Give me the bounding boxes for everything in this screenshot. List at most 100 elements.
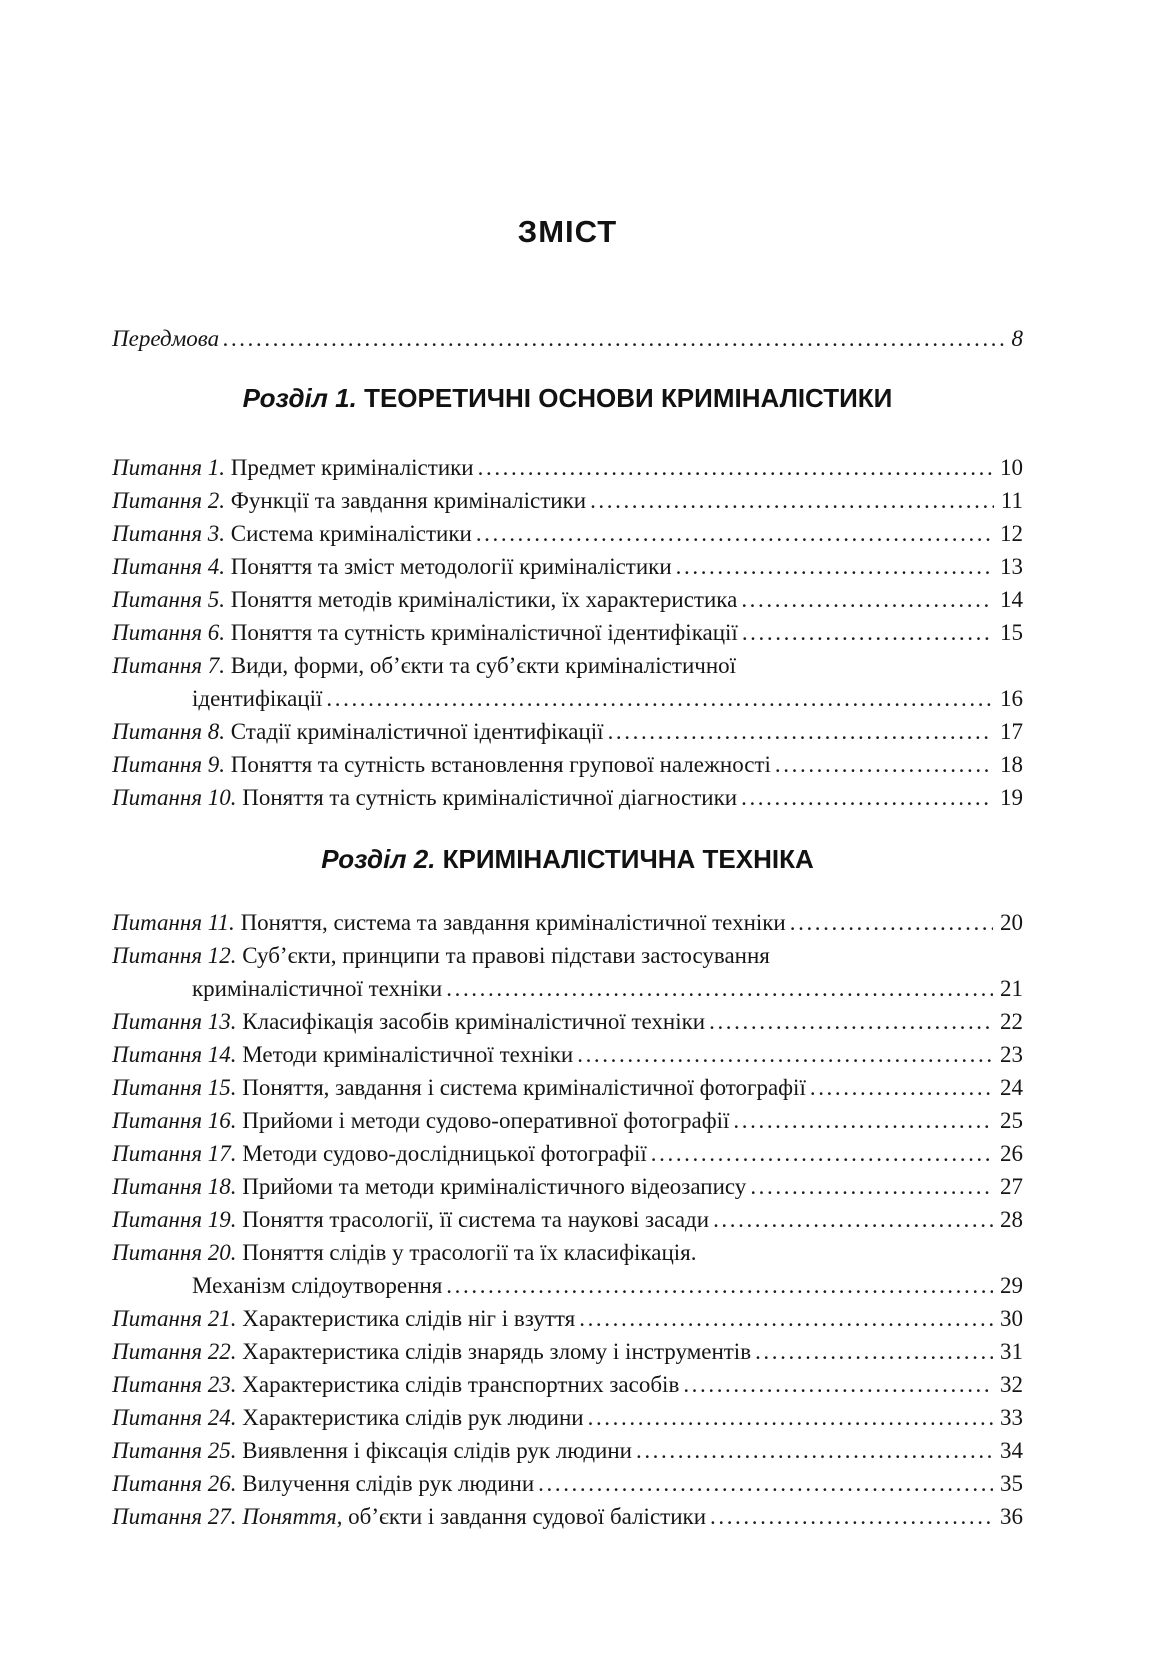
entry-title: Прийоми і методи судово-оперативної фото… — [242, 1108, 730, 1133]
toc-sections: Розділ 1. ТЕОРЕТИЧНІ ОСНОВИ КРИМІНАЛІСТИ… — [112, 381, 1023, 1533]
entry-title: Предмет криміналістики — [230, 455, 474, 480]
entry-page-number: 27 — [1000, 1174, 1023, 1199]
entry-label: Питання 6. Поняття та сутність криміналі… — [112, 616, 738, 649]
dot-leader: ........................................… — [577, 1042, 993, 1067]
entry-title: Характеристика слідів рук людини — [242, 1405, 584, 1430]
entry-prefix: Питання 2. — [112, 488, 231, 513]
entry-page-number: 36 — [1000, 1504, 1023, 1529]
page-title: ЗМІСТ — [517, 214, 618, 249]
entry-title: Виявлення і фіксація слідів рук людини — [242, 1438, 632, 1463]
entry-page-number: 29 — [1000, 1273, 1023, 1298]
entry-page-number: 30 — [1000, 1306, 1023, 1331]
toc-entry: Питання 18. Прийоми та методи криміналіс… — [112, 1170, 1023, 1203]
entry-prefix: Питання 5. — [112, 587, 231, 612]
entry-page-number: 21 — [1000, 976, 1023, 1001]
toc-entry-row: Питання 17. Методи судово-дослідницької … — [112, 1137, 1023, 1170]
toc-entry-row: Питання 5. Поняття методів криміналістик… — [112, 583, 1023, 616]
entry-prefix: Питання 11. — [112, 910, 241, 935]
entry-title: Класифікація засобів криміналістичної те… — [242, 1009, 706, 1034]
entry-title: Поняття та сутність криміналістичної іде… — [230, 620, 738, 645]
entry-label: Питання 15. Поняття, завдання і система … — [112, 1071, 806, 1104]
entry-prefix: Питання 26. — [112, 1471, 243, 1496]
entry-label: Питання 21. Характеристика слідів ніг і … — [112, 1302, 575, 1335]
toc-entry-row: Питання 7. Види, форми, об’єкти та суб’є… — [112, 649, 1023, 682]
entry-prefix: Питання 16. — [112, 1108, 243, 1133]
entry-title: Характеристика слідів знарядь злому і ін… — [242, 1339, 752, 1364]
section-entries: Питання 1. Предмет криміналістики ......… — [112, 451, 1023, 814]
entry-title: Поняття, система та завдання криміналіст… — [240, 910, 786, 935]
entry-page-number: 20 — [1000, 910, 1023, 935]
dot-leader: ........................................… — [741, 587, 993, 612]
dot-leader: ........................................… — [446, 1273, 993, 1298]
entry-page-number: 25 — [1000, 1108, 1023, 1133]
entry-title: Методи криміналістичної техніки — [242, 1042, 574, 1067]
entry-label: Питання 24. Характеристика слідів рук лю… — [112, 1401, 584, 1434]
toc-entry-row: Питання 27. Поняття, об’єкти і завдання … — [112, 1500, 1023, 1533]
entry-title: Стадії криміналістичної ідентифікації — [230, 719, 604, 744]
entry-page-number: 19 — [1000, 785, 1023, 810]
toc-entry: Питання 3. Система криміналістики ......… — [112, 517, 1023, 550]
entry-prefix: Питання 9. — [112, 752, 231, 777]
toc-entry-row: Питання 18. Прийоми та методи криміналіс… — [112, 1170, 1023, 1203]
entry-page-number: 23 — [1000, 1042, 1023, 1067]
dot-leader: ........................................… — [733, 1108, 993, 1133]
dot-leader: ........................................… — [755, 1339, 993, 1364]
toc-entry: Питання 20. Поняття слідів у трасології … — [112, 1236, 1023, 1302]
toc-entry-row: Питання 10. Поняття та сутність кримінал… — [112, 781, 1023, 814]
toc-entry-preface: Передмова ..............................… — [112, 322, 1023, 355]
toc-entry: Питання 16. Прийоми і методи судово-опер… — [112, 1104, 1023, 1137]
entry-prefix: Питання 10. — [112, 785, 243, 810]
entry-label: Питання 25. Виявлення і фіксація слідів … — [112, 1434, 632, 1467]
toc-entry-row: Питання 16. Прийоми і методи судово-опер… — [112, 1104, 1023, 1137]
entry-label: Питання 18. Прийоми та методи криміналіс… — [112, 1170, 746, 1203]
toc-entry: Питання 9. Поняття та сутність встановле… — [112, 748, 1023, 781]
toc-entry: Питання 23. Характеристика слідів трансп… — [112, 1368, 1023, 1401]
entry-label: Питання 10. Поняття та сутність кримінал… — [112, 781, 737, 814]
dot-leader: ........................................… — [675, 554, 993, 579]
entry-prefix: Питання 7. — [112, 653, 231, 678]
entry-prefix: Питання 13. — [112, 1009, 243, 1034]
entry-page-number: 28 — [1000, 1207, 1023, 1232]
entry-label: Питання 5. Поняття методів криміналістик… — [112, 583, 737, 616]
toc-entry: Питання 17. Методи судово-дослідницької … — [112, 1137, 1023, 1170]
entry-prefix: Питання 22. — [112, 1339, 243, 1364]
toc-entry-row: Питання 20. Поняття слідів у трасології … — [112, 1236, 1023, 1269]
toc-entry-row: Питання 2. Функції та завдання криміналі… — [112, 484, 1023, 517]
entry-label: Питання 12. Суб’єкти, принципи та правов… — [112, 939, 770, 972]
entry-prefix: Питання 27. — [112, 1504, 243, 1529]
section-heading-title: ТЕОРЕТИЧНІ ОСНОВИ КРИМІНАЛІСТИКИ — [364, 383, 893, 413]
entry-label: Питання 9. Поняття та сутність встановле… — [112, 748, 771, 781]
toc-entry-row: Питання 19. Поняття трасології, її систе… — [112, 1203, 1023, 1236]
entry-page-number: 33 — [1000, 1405, 1023, 1430]
dot-leader: ........................................… — [774, 752, 993, 777]
dot-leader: ........................................… — [635, 1438, 993, 1463]
entry-prefix: Питання 3. — [112, 521, 231, 546]
toc-entry: Питання 5. Поняття методів криміналістик… — [112, 583, 1023, 616]
toc-entry: Питання 12. Суб’єкти, принципи та правов… — [112, 939, 1023, 1005]
toc-entry: Питання 8. Стадії криміналістичної ідент… — [112, 715, 1023, 748]
dot-leader: ........................................… — [538, 1471, 993, 1496]
section-heading-prefix: Розділ 1. — [242, 383, 365, 413]
toc-entry-row: Питання 25. Виявлення і фіксація слідів … — [112, 1434, 1023, 1467]
preface-label: Передмова — [112, 326, 220, 351]
entry-title: Прийоми та методи криміналістичного віде… — [242, 1174, 747, 1199]
toc-entry-row: Питання 11. Поняття, система та завдання… — [112, 906, 1023, 939]
entry-label: Питання 17. Методи судово-дослідницької … — [112, 1137, 647, 1170]
dot-leader: ........................................… — [710, 1504, 993, 1529]
toc-entry-continuation: ідентифікації ..........................… — [112, 682, 1023, 715]
entry-prefix: Питання 8. — [112, 719, 231, 744]
dot-leader: ........................................… — [579, 1306, 993, 1331]
entry-prefix: Питання 23. — [112, 1372, 243, 1397]
entry-page-number: 26 — [1000, 1141, 1023, 1166]
dot-leader: ........................................… — [475, 521, 993, 546]
dot-leader: ........................................… — [326, 686, 993, 711]
entry-prefix: Питання 15. — [112, 1075, 243, 1100]
entry-prefix: Питання 20. — [112, 1240, 243, 1265]
toc-entry-row: Питання 23. Характеристика слідів трансп… — [112, 1368, 1023, 1401]
dot-leader: ........................................… — [741, 785, 993, 810]
entry-label: Питання 3. Система криміналістики — [112, 517, 472, 550]
dot-leader: ........................................… — [683, 1372, 993, 1397]
section-entries: Питання 11. Поняття, система та завдання… — [112, 906, 1023, 1533]
dot-leader: ........................................… — [713, 1207, 993, 1232]
toc-entry-row: Питання 3. Система криміналістики ......… — [112, 517, 1023, 550]
